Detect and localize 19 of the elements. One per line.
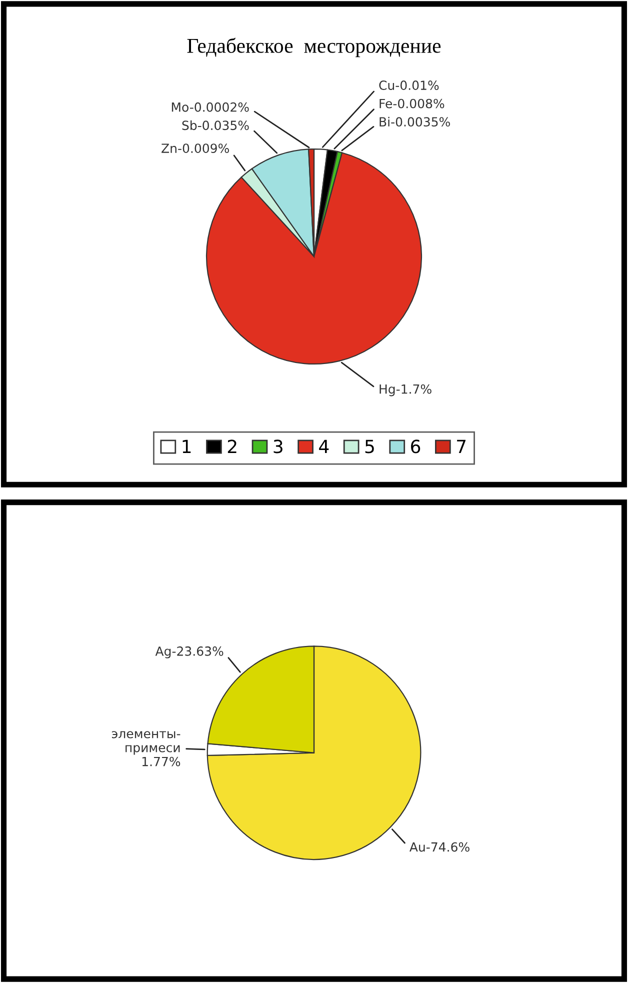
legend-label: 5 [365,440,374,454]
legend-label: 7 [457,440,466,454]
data-label: элементы- примеси 1.77% [112,731,180,766]
pie-slice [206,152,422,365]
data-label: Mo-0.0002% [172,102,249,112]
data-label: Au-74.6% [410,842,470,852]
data-label: Hg-1.7% [380,384,432,396]
data-label: Ag-23.63% [155,646,224,658]
chart-title: Гедабекское месторождение [187,38,441,58]
data-label: Fe-0.008% [380,98,444,108]
data-label: Bi-0.0035% [380,116,450,127]
legend-label: 6 [411,440,420,454]
legend-label: 3 [274,440,282,454]
legend-label: 4 [319,440,329,454]
data-label: Sb-0.035% [182,120,249,130]
data-label: Zn-0.009% [162,144,229,154]
legend-label: 1 [182,440,191,454]
data-label: Cu-0.01% [379,80,439,90]
legend-label: 2 [228,440,236,454]
